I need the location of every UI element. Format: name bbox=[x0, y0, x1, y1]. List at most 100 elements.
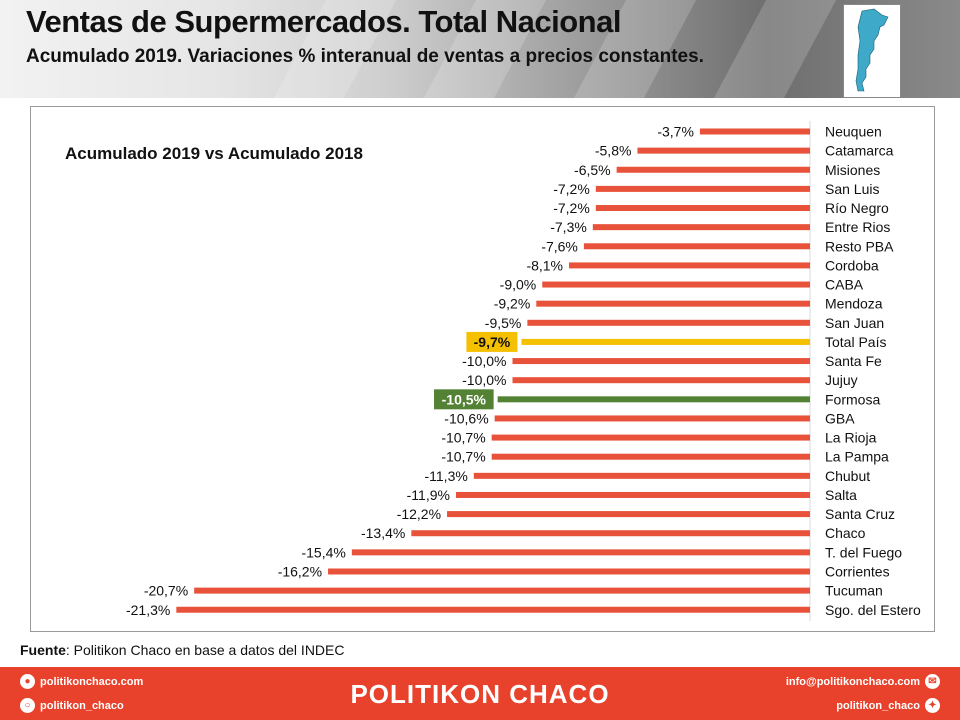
bar-1 bbox=[637, 147, 810, 154]
value-label: -12,2% bbox=[397, 506, 441, 522]
bar-14 bbox=[497, 396, 810, 403]
bar-6 bbox=[583, 243, 810, 250]
value-label: -3,7% bbox=[657, 124, 694, 140]
bar-0 bbox=[699, 128, 810, 135]
bar-22 bbox=[351, 549, 810, 556]
footer-email-text: info@politikonchaco.com bbox=[785, 675, 920, 688]
source-text: : Politikon Chaco en base a datos del IN… bbox=[65, 642, 345, 658]
footer-website[interactable]: ● politikonchaco.com bbox=[20, 674, 143, 689]
bar-13 bbox=[512, 377, 810, 384]
value-label: -5,8% bbox=[595, 143, 632, 159]
value-label: -9,7% bbox=[474, 334, 511, 350]
value-label: -20,7% bbox=[144, 583, 188, 599]
value-label: -11,9% bbox=[407, 487, 450, 503]
bar-21 bbox=[411, 530, 810, 537]
value-label: -6,5% bbox=[574, 162, 611, 178]
value-label: -9,0% bbox=[500, 277, 537, 293]
bar-7 bbox=[569, 262, 810, 269]
footer-brand: POLITIKON CHACO bbox=[350, 679, 610, 709]
value-label-box bbox=[434, 389, 494, 410]
bar-10 bbox=[527, 319, 810, 326]
category-label: Chaco bbox=[825, 525, 866, 541]
category-label: Catamarca bbox=[825, 143, 894, 159]
value-label: -7,2% bbox=[553, 200, 590, 216]
value-label: -11,3% bbox=[424, 468, 467, 484]
value-label: -10,6% bbox=[444, 410, 488, 426]
value-label: -10,5% bbox=[442, 391, 487, 407]
footer-bar: ● politikonchaco.com ○ politikon_chaco P… bbox=[0, 667, 960, 720]
category-label: Jujuy bbox=[825, 372, 858, 388]
category-label: Resto PBA bbox=[825, 238, 894, 254]
argentina-map-icon bbox=[843, 4, 901, 98]
bar-25 bbox=[176, 606, 810, 613]
instagram-icon: ○ bbox=[20, 698, 35, 713]
category-label: Entre Rios bbox=[825, 219, 890, 235]
bar-23 bbox=[328, 568, 810, 575]
bar-12 bbox=[512, 358, 810, 365]
value-label: -7,2% bbox=[553, 181, 590, 197]
value-label: -9,2% bbox=[494, 296, 531, 312]
bar-9 bbox=[536, 300, 810, 307]
value-label: -21,3% bbox=[126, 602, 170, 618]
category-label: T. del Fuego bbox=[825, 544, 902, 560]
globe-icon: ● bbox=[20, 674, 35, 689]
bar-2 bbox=[616, 166, 810, 173]
bar-19 bbox=[455, 491, 810, 498]
value-label: -10,0% bbox=[462, 353, 506, 369]
value-label-box bbox=[466, 331, 518, 352]
category-label: San Luis bbox=[825, 181, 879, 197]
value-label: -10,7% bbox=[441, 449, 485, 465]
value-label: -7,6% bbox=[541, 238, 578, 254]
category-label: CABA bbox=[825, 277, 864, 293]
value-label: -15,4% bbox=[301, 544, 345, 560]
source-note: Fuente: Politikon Chaco en base a datos … bbox=[20, 642, 345, 658]
bar-18 bbox=[473, 472, 810, 479]
category-label: Misiones bbox=[825, 162, 880, 178]
category-label: Río Negro bbox=[825, 200, 889, 216]
value-label: -16,2% bbox=[278, 563, 322, 579]
page-title: Ventas de Supermercados. Total Nacional bbox=[26, 4, 621, 39]
category-label: La Rioja bbox=[825, 430, 877, 446]
value-label: -8,1% bbox=[526, 257, 563, 273]
chart-title: Acumulado 2019 vs Acumulado 2018 bbox=[65, 144, 363, 163]
category-label: Total País bbox=[825, 334, 886, 350]
page-subtitle: Acumulado 2019. Variaciones % interanual… bbox=[26, 46, 704, 67]
category-label: Tucuman bbox=[825, 583, 883, 599]
footer-twitter[interactable]: politikon_chaco ✦ bbox=[836, 698, 940, 713]
value-label: -10,7% bbox=[441, 430, 485, 446]
twitter-icon: ✦ bbox=[925, 698, 940, 713]
bar-11 bbox=[521, 338, 810, 345]
header-banner: Ventas de Supermercados. Total Nacional … bbox=[0, 0, 960, 98]
footer-instagram-text: politikon_chaco bbox=[40, 699, 124, 712]
category-label: Chubut bbox=[825, 468, 870, 484]
bar-chart: Acumulado 2019 vs Acumulado 2018 Neuquen -… bbox=[65, 121, 921, 621]
category-label: Cordoba bbox=[825, 257, 879, 273]
category-label: San Juan bbox=[825, 315, 884, 331]
category-label: Salta bbox=[825, 487, 857, 503]
category-label: Santa Cruz bbox=[825, 506, 895, 522]
category-label: La Pampa bbox=[825, 449, 889, 465]
category-label: Neuquen bbox=[825, 124, 882, 140]
bar-24 bbox=[194, 587, 811, 594]
category-label: Mendoza bbox=[825, 296, 883, 312]
bar-20 bbox=[447, 511, 810, 518]
value-label: -13,4% bbox=[361, 525, 405, 541]
bar-15 bbox=[494, 415, 810, 422]
bar-8 bbox=[542, 281, 810, 288]
value-label: -7,3% bbox=[550, 219, 587, 235]
bar-3 bbox=[595, 185, 810, 192]
category-label: GBA bbox=[825, 410, 855, 426]
bar-16 bbox=[491, 434, 810, 441]
chart-panel: Acumulado 2019 vs Acumulado 2018 Neuquen -… bbox=[30, 106, 935, 632]
category-label: Santa Fe bbox=[825, 353, 882, 369]
bar-17 bbox=[491, 453, 810, 460]
source-label: Fuente bbox=[20, 642, 66, 658]
value-label: -10,0% bbox=[462, 372, 506, 388]
footer-email[interactable]: info@politikonchaco.com ✉ bbox=[786, 674, 940, 689]
category-label: Formosa bbox=[825, 391, 880, 407]
bar-4 bbox=[595, 205, 810, 212]
footer-instagram[interactable]: ○ politikon_chaco bbox=[20, 698, 124, 713]
footer-twitter-text: politikon_chaco bbox=[836, 699, 920, 712]
bar-5 bbox=[592, 224, 810, 231]
footer-website-text: politikonchaco.com bbox=[40, 675, 144, 688]
